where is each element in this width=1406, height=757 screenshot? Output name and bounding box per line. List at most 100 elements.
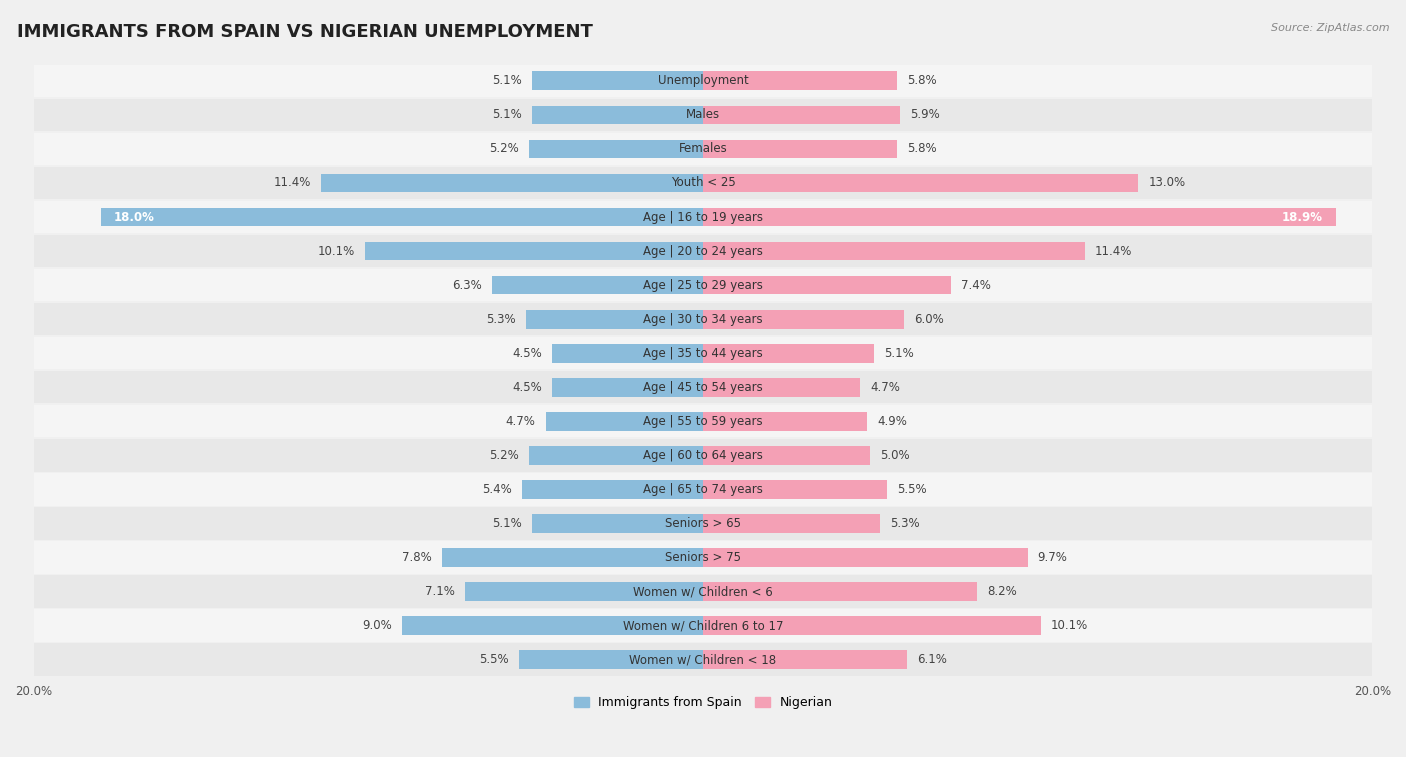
Bar [34, 235, 1372, 267]
Text: Age | 35 to 44 years: Age | 35 to 44 years [643, 347, 763, 360]
Text: 7.4%: 7.4% [960, 279, 991, 291]
Bar [703, 276, 950, 294]
Bar [34, 337, 1372, 369]
Text: Males: Males [686, 108, 720, 121]
Bar [703, 480, 887, 499]
Text: Women w/ Children < 18: Women w/ Children < 18 [630, 653, 776, 666]
Text: 9.7%: 9.7% [1038, 551, 1067, 564]
Text: 6.0%: 6.0% [914, 313, 943, 326]
Bar [465, 582, 703, 601]
Text: 7.8%: 7.8% [402, 551, 432, 564]
Text: 5.5%: 5.5% [479, 653, 509, 666]
Text: 11.4%: 11.4% [1095, 245, 1132, 257]
Bar [34, 609, 1372, 642]
Bar [441, 548, 703, 567]
Bar [703, 514, 880, 533]
Text: Seniors > 65: Seniors > 65 [665, 517, 741, 530]
Text: 5.8%: 5.8% [907, 74, 936, 87]
Text: 5.2%: 5.2% [489, 449, 519, 462]
Text: 5.5%: 5.5% [897, 483, 927, 496]
Bar [703, 310, 904, 329]
Bar [703, 446, 870, 465]
Bar [703, 548, 1028, 567]
Bar [34, 371, 1372, 403]
Bar [703, 378, 860, 397]
Text: 5.8%: 5.8% [907, 142, 936, 155]
Bar [703, 582, 977, 601]
Text: Age | 55 to 59 years: Age | 55 to 59 years [643, 415, 763, 428]
Text: 18.0%: 18.0% [114, 210, 155, 223]
Bar [703, 173, 1137, 192]
Text: 5.4%: 5.4% [482, 483, 512, 496]
Bar [402, 616, 703, 635]
Text: 5.1%: 5.1% [492, 74, 522, 87]
Bar [519, 650, 703, 669]
Text: Females: Females [679, 142, 727, 155]
Text: 8.2%: 8.2% [987, 585, 1018, 598]
Text: 4.7%: 4.7% [870, 381, 900, 394]
Text: 5.1%: 5.1% [884, 347, 914, 360]
Text: 4.7%: 4.7% [506, 415, 536, 428]
Text: Youth < 25: Youth < 25 [671, 176, 735, 189]
Bar [533, 514, 703, 533]
Text: 7.1%: 7.1% [426, 585, 456, 598]
Text: 4.5%: 4.5% [513, 347, 543, 360]
Bar [553, 344, 703, 363]
Bar [34, 167, 1372, 199]
Bar [703, 412, 868, 431]
Text: 5.9%: 5.9% [911, 108, 941, 121]
Text: Age | 20 to 24 years: Age | 20 to 24 years [643, 245, 763, 257]
Text: Age | 16 to 19 years: Age | 16 to 19 years [643, 210, 763, 223]
Bar [703, 616, 1040, 635]
Text: 5.1%: 5.1% [492, 517, 522, 530]
Text: 6.3%: 6.3% [453, 279, 482, 291]
Text: 5.3%: 5.3% [890, 517, 920, 530]
Text: Age | 45 to 54 years: Age | 45 to 54 years [643, 381, 763, 394]
Bar [34, 575, 1372, 608]
Text: 5.0%: 5.0% [880, 449, 910, 462]
Bar [492, 276, 703, 294]
Text: Women w/ Children 6 to 17: Women w/ Children 6 to 17 [623, 619, 783, 632]
Text: 13.0%: 13.0% [1149, 176, 1185, 189]
Bar [529, 446, 703, 465]
Text: Age | 60 to 64 years: Age | 60 to 64 years [643, 449, 763, 462]
Bar [34, 201, 1372, 233]
Bar [34, 439, 1372, 472]
Bar [703, 105, 900, 124]
Text: 18.9%: 18.9% [1281, 210, 1322, 223]
Legend: Immigrants from Spain, Nigerian: Immigrants from Spain, Nigerian [568, 691, 838, 714]
Bar [703, 207, 1336, 226]
Bar [703, 139, 897, 158]
Text: Age | 65 to 74 years: Age | 65 to 74 years [643, 483, 763, 496]
Text: 10.1%: 10.1% [318, 245, 354, 257]
Text: 5.1%: 5.1% [492, 108, 522, 121]
Text: Age | 30 to 34 years: Age | 30 to 34 years [643, 313, 763, 326]
Bar [322, 173, 703, 192]
Text: 9.0%: 9.0% [361, 619, 392, 632]
Bar [366, 241, 703, 260]
Bar [533, 71, 703, 90]
Bar [34, 98, 1372, 131]
Text: Age | 25 to 29 years: Age | 25 to 29 years [643, 279, 763, 291]
Text: Women w/ Children < 6: Women w/ Children < 6 [633, 585, 773, 598]
Bar [34, 303, 1372, 335]
Text: Seniors > 75: Seniors > 75 [665, 551, 741, 564]
Text: IMMIGRANTS FROM SPAIN VS NIGERIAN UNEMPLOYMENT: IMMIGRANTS FROM SPAIN VS NIGERIAN UNEMPL… [17, 23, 593, 41]
Bar [533, 105, 703, 124]
Bar [34, 473, 1372, 506]
Bar [34, 405, 1372, 438]
Bar [34, 269, 1372, 301]
Bar [703, 241, 1084, 260]
Text: 4.5%: 4.5% [513, 381, 543, 394]
Bar [529, 139, 703, 158]
Text: 5.3%: 5.3% [486, 313, 516, 326]
Bar [34, 132, 1372, 165]
Text: 4.9%: 4.9% [877, 415, 907, 428]
Bar [522, 480, 703, 499]
Text: 10.1%: 10.1% [1052, 619, 1088, 632]
Bar [546, 412, 703, 431]
Text: 5.2%: 5.2% [489, 142, 519, 155]
Bar [703, 650, 907, 669]
Bar [553, 378, 703, 397]
Bar [703, 344, 873, 363]
